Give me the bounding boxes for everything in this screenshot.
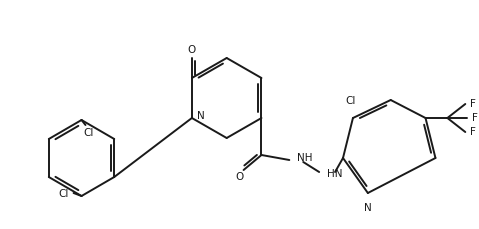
Text: N: N [197,111,205,121]
Text: N: N [364,203,372,213]
Text: F: F [470,99,476,109]
Text: Cl: Cl [58,189,68,199]
Text: F: F [472,113,478,123]
Text: Cl: Cl [83,128,94,138]
Text: O: O [188,45,196,55]
Text: F: F [470,127,476,137]
Text: Cl: Cl [346,96,356,106]
Text: HN: HN [327,169,342,179]
Text: O: O [236,172,244,182]
Text: NH: NH [297,153,313,163]
